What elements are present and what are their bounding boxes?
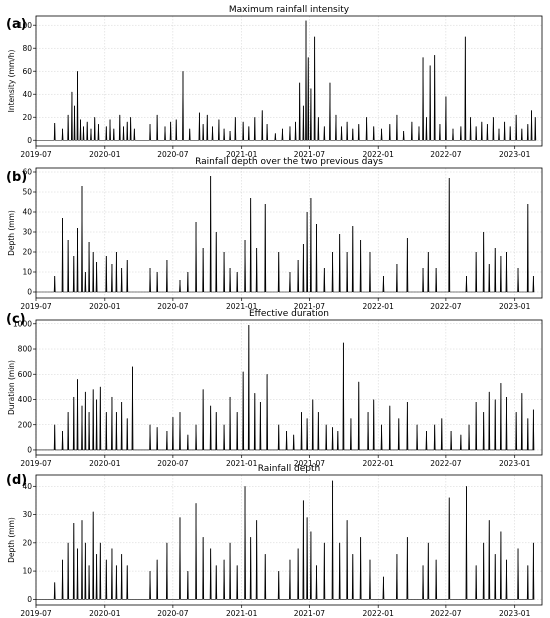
x-tick-label: 2021-01: [226, 609, 258, 618]
x-tick-label: 2021-01: [226, 302, 258, 311]
y-tick-label: 40: [22, 482, 32, 491]
x-tick-label: 2023-01: [499, 609, 531, 618]
x-tick-label: 2020-07: [157, 459, 189, 468]
y-tick-label: 10: [22, 268, 32, 277]
x-tick-label: 2020-01: [89, 150, 121, 159]
panel-1: 0 20 40 60 80 100 2019-07 2020-01 2020-07 2021-01…: [6, 5, 543, 159]
y-axis-label: Depth (mm): [7, 517, 16, 563]
y-tick-label: 400: [18, 395, 33, 404]
x-tick-label: 2021-01: [226, 150, 258, 159]
x-tick-label: 2021-07: [294, 150, 326, 159]
x-tick-label: 2022-07: [430, 150, 462, 159]
x-tick-label: 2020-01: [89, 609, 121, 618]
x-tick-label: 2022-01: [363, 150, 395, 159]
panel-4: 0 10 20 30 40 2019-07 2020-01 2020-07 2021-01 202…: [6, 464, 543, 618]
y-tick-label: 20: [22, 248, 32, 257]
y-axis-label: Duration (min): [7, 360, 16, 415]
y-tick-label: 100: [18, 21, 33, 30]
x-tick-label: 2021-07: [294, 609, 326, 618]
y-tick-label: 30: [22, 228, 32, 237]
plot-frame: [35, 319, 543, 456]
y-axis-label: Depth (mm): [7, 210, 16, 256]
plot-frame: [35, 167, 543, 299]
series-line: [36, 480, 535, 600]
x-tick-label: 2022-01: [363, 302, 395, 311]
series-line: [36, 325, 535, 451]
x-tick-label: 2021-07: [294, 302, 326, 311]
plot-frame: [35, 474, 543, 606]
y-tick-label: 0: [27, 288, 32, 297]
y-tick-label: 40: [22, 208, 32, 217]
plot-frame: [35, 15, 543, 147]
y-tick-label: 600: [18, 370, 33, 379]
series-line: [36, 20, 537, 141]
x-tick-label: 2019-07: [20, 609, 52, 618]
series-line: [36, 175, 535, 293]
y-tick-label: 1000: [13, 319, 32, 328]
x-tick-label: 2022-07: [430, 609, 462, 618]
y-axis-label: Intensity (mm/h): [7, 50, 16, 113]
y-tick-label: 800: [18, 345, 33, 354]
x-tick-label: 2020-07: [157, 150, 189, 159]
y-tick-label: 200: [18, 420, 33, 429]
x-tick-label: 2019-07: [20, 459, 52, 468]
x-tick-label: 2021-07: [294, 459, 326, 468]
panel-letter: (c): [6, 312, 26, 327]
y-tick-label: 40: [22, 90, 32, 99]
panel-title: Rainfall depth over the two previous day…: [195, 157, 383, 167]
panel-title: Maximum rainfall intensity: [229, 5, 350, 15]
x-tick-label: 2020-07: [157, 609, 189, 618]
panel-letter: (a): [6, 17, 27, 32]
y-tick-label: 0: [27, 446, 32, 455]
x-tick-label: 2019-07: [20, 150, 52, 159]
x-tick-label: 2021-01: [226, 459, 258, 468]
x-tick-label: 2020-01: [89, 459, 121, 468]
panel-title: Effective duration: [249, 309, 329, 319]
x-tick-label: 2023-01: [499, 459, 531, 468]
y-tick-label: 20: [22, 113, 32, 122]
x-tick-label: 2023-01: [499, 302, 531, 311]
y-tick-label: 0: [27, 136, 32, 145]
x-tick-label: 2023-01: [499, 150, 531, 159]
x-tick-label: 2022-01: [363, 609, 395, 618]
panel-title: Rainfall depth: [258, 464, 321, 474]
x-tick-label: 2020-07: [157, 302, 189, 311]
x-tick-label: 2022-07: [430, 459, 462, 468]
y-tick-label: 30: [22, 510, 32, 519]
panel-letter: (b): [6, 170, 27, 185]
y-tick-label: 60: [22, 168, 32, 177]
x-tick-label: 2020-01: [89, 302, 121, 311]
panel-3: 0 200 400 600 800 1000 2019-07 2020-01 2020-07 20…: [6, 309, 543, 468]
y-tick-label: 50: [22, 188, 32, 197]
y-tick-label: 0: [27, 595, 32, 604]
y-tick-label: 10: [22, 567, 32, 576]
x-tick-label: 2019-07: [20, 302, 52, 311]
x-tick-label: 2022-07: [430, 302, 462, 311]
y-tick-label: 60: [22, 67, 32, 76]
panel-letter: (d): [6, 473, 27, 488]
panel-2: 0 10 20 30 40 50 60 2019-07 2020-01 2020-07 2021-0…: [6, 157, 543, 311]
x-tick-label: 2022-01: [363, 459, 395, 468]
y-tick-label: 20: [22, 538, 32, 547]
y-tick-label: 80: [22, 44, 32, 53]
